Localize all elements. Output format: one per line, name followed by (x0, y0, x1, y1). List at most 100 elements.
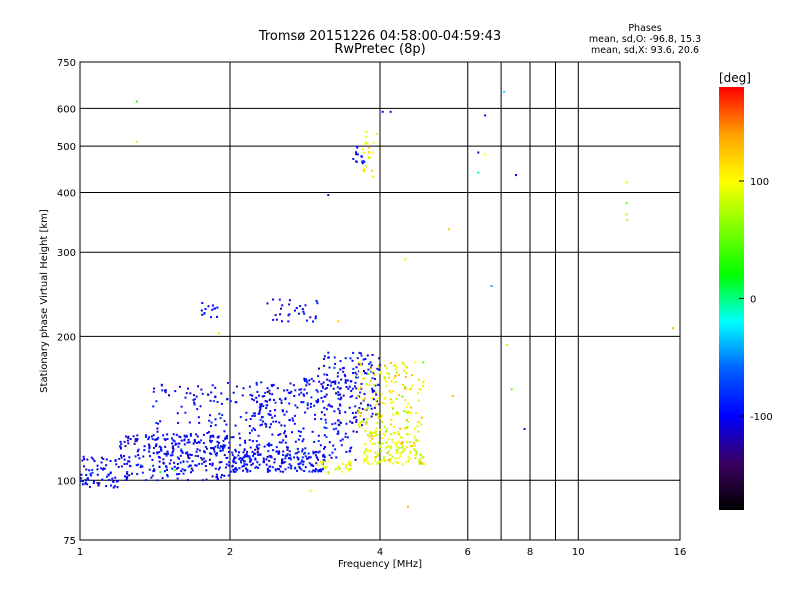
echo-point (389, 110, 392, 113)
echo-point (301, 459, 304, 462)
echo-point (233, 456, 236, 459)
echo-point (340, 396, 343, 399)
echo-point (79, 477, 82, 480)
echo-point (289, 456, 292, 459)
echo-point (158, 456, 161, 459)
echo-point (399, 455, 402, 458)
echo-point (173, 440, 176, 443)
echo-point (239, 416, 242, 418)
echo-point (360, 387, 363, 390)
echo-point (415, 411, 418, 414)
echo-point (345, 450, 348, 453)
colorbar-label: [deg] (719, 71, 751, 85)
echo-point (378, 460, 381, 463)
echo-point (420, 461, 423, 464)
echo-point (272, 449, 275, 452)
chart-title: Tromsø 20151226 04:58:00-04:59:43 (258, 29, 501, 44)
echo-point (401, 450, 404, 453)
echo-point (288, 313, 291, 316)
echo-point (375, 393, 378, 396)
echo-point (394, 380, 397, 383)
echo-point (216, 444, 219, 447)
echo-point (165, 452, 167, 455)
echo-point (211, 384, 214, 387)
echo-point (363, 168, 366, 171)
echo-point (193, 398, 196, 401)
echo-point (417, 421, 419, 423)
echo-point (186, 453, 189, 456)
echo-point (198, 462, 201, 465)
echo-point (304, 411, 307, 414)
echo-point (268, 444, 270, 447)
echo-point (105, 464, 108, 467)
echo-point (323, 447, 325, 450)
echo-point (365, 141, 368, 144)
echo-point (292, 384, 295, 387)
echo-point (115, 463, 118, 466)
echo-point (223, 474, 226, 477)
echo-point (302, 463, 305, 466)
echo-point (303, 312, 306, 315)
echo-point (209, 399, 212, 402)
echo-point (280, 307, 282, 310)
echo-point (422, 456, 425, 459)
echo-point (349, 447, 352, 450)
echo-point (327, 472, 330, 475)
echo-point (314, 469, 316, 472)
echo-point (419, 388, 422, 391)
echo-point (292, 419, 295, 422)
y-tick-label: 75 (63, 536, 76, 547)
echo-point (216, 440, 219, 443)
echo-point (417, 399, 420, 402)
echo-point (371, 370, 374, 373)
echo-point (287, 314, 290, 317)
echo-point (409, 444, 411, 447)
echo-point (672, 327, 675, 330)
echo-point (281, 459, 284, 461)
echo-point (263, 459, 265, 462)
echo-point (402, 363, 405, 366)
echo-point (157, 436, 160, 439)
echo-point (136, 438, 139, 441)
echo-point (116, 486, 119, 489)
echo-point (409, 450, 412, 453)
echo-point (227, 446, 230, 449)
echo-point (284, 457, 287, 460)
echo-point (373, 389, 376, 392)
echo-point (214, 424, 217, 427)
echo-point (214, 445, 217, 448)
echo-point (625, 202, 628, 205)
echo-point (363, 170, 366, 173)
echo-point (397, 413, 400, 416)
echo-point (356, 153, 359, 156)
echo-point (191, 469, 194, 472)
echo-point (249, 393, 252, 396)
echo-point (403, 369, 405, 372)
echo-point (420, 423, 423, 426)
echo-point (233, 457, 236, 460)
echo-point (128, 474, 131, 477)
echo-point (360, 382, 363, 385)
echo-point (195, 464, 198, 467)
echo-point (355, 420, 358, 423)
echo-point (157, 422, 160, 425)
echo-point (85, 481, 87, 484)
echo-point (286, 453, 289, 456)
echo-point (176, 456, 179, 459)
echo-point (398, 447, 401, 449)
echo-point (337, 381, 340, 384)
echo-point (216, 401, 219, 403)
echo-point (331, 451, 334, 454)
echo-point (625, 181, 628, 184)
echo-point (362, 169, 365, 171)
echo-point (404, 461, 407, 464)
echo-point (363, 377, 366, 380)
echo-point (97, 484, 100, 487)
echo-point (386, 452, 389, 455)
echo-point (301, 450, 304, 453)
echo-point (134, 438, 137, 440)
echo-point (368, 384, 371, 387)
echo-point (367, 368, 370, 371)
echo-point (244, 441, 247, 444)
echo-point (189, 392, 192, 395)
